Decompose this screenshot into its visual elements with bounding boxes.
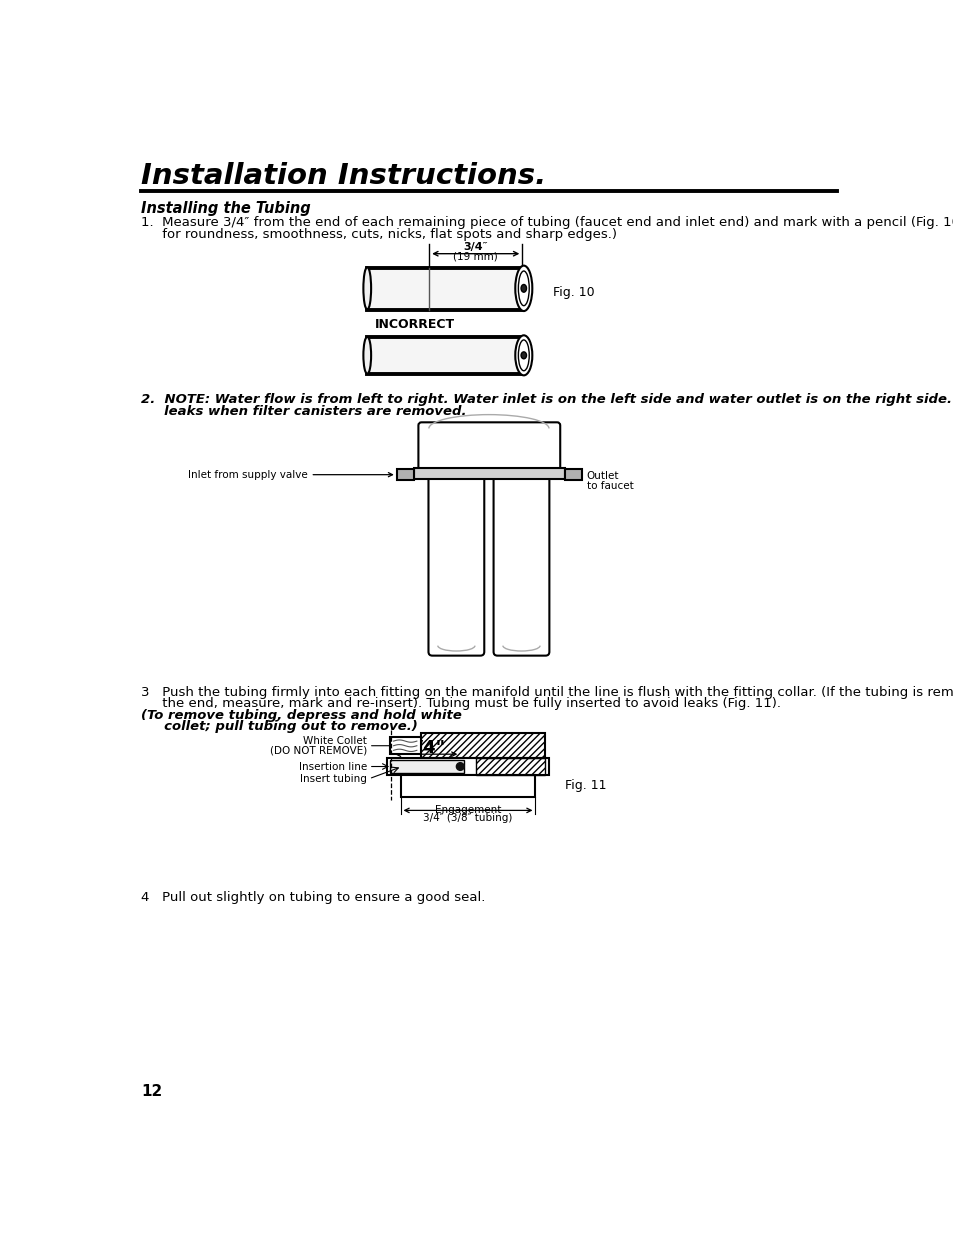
Text: 12: 12: [141, 1084, 162, 1099]
Text: 1.  Measure 3/4″ from the end of each remaining piece of tubing (faucet end and : 1. Measure 3/4″ from the end of each rem…: [141, 216, 953, 228]
Text: (DO NOT REMOVE): (DO NOT REMOVE): [270, 746, 367, 756]
Polygon shape: [421, 425, 557, 468]
Polygon shape: [367, 337, 520, 374]
Ellipse shape: [515, 266, 532, 311]
Bar: [390, 760, 464, 773]
Bar: [400, 776, 535, 797]
Ellipse shape: [520, 352, 526, 359]
Circle shape: [456, 763, 464, 771]
Text: 4   Pull out slightly on tubing to ensure a good seal.: 4 Pull out slightly on tubing to ensure …: [141, 892, 485, 904]
Bar: [390, 737, 421, 755]
Text: 3   Push the tubing firmly into each fitting on the manifold until the line is f: 3 Push the tubing firmly into each fitti…: [141, 685, 953, 699]
Text: collet; pull tubing out to remove.): collet; pull tubing out to remove.): [141, 720, 417, 734]
Text: INCORRECT: INCORRECT: [375, 317, 455, 331]
FancyBboxPatch shape: [493, 474, 549, 656]
Bar: [476, 758, 545, 776]
Ellipse shape: [517, 270, 529, 306]
Text: Fig. 11: Fig. 11: [564, 779, 606, 793]
Text: 3/4″: 3/4″: [463, 242, 488, 252]
Bar: [564, 469, 581, 480]
Text: (19 mm): (19 mm): [453, 252, 497, 262]
Bar: [414, 468, 564, 478]
Ellipse shape: [363, 337, 371, 374]
FancyBboxPatch shape: [418, 422, 559, 471]
Ellipse shape: [520, 284, 526, 293]
Text: Fig. 10: Fig. 10: [553, 285, 595, 299]
Text: (To remove tubing, depress and hold white: (To remove tubing, depress and hold whit…: [141, 709, 461, 721]
Text: Engagement: Engagement: [435, 805, 500, 815]
Text: 3/4": 3/4": [404, 739, 445, 757]
Ellipse shape: [517, 340, 529, 370]
FancyBboxPatch shape: [428, 474, 484, 656]
Ellipse shape: [515, 336, 532, 375]
Text: leaks when filter canisters are removed.: leaks when filter canisters are removed.: [141, 405, 466, 419]
Text: 2.  NOTE: Water flow is from left to right. Water inlet is on the left side and : 2. NOTE: Water flow is from left to righ…: [141, 393, 953, 406]
Bar: [396, 469, 414, 480]
Text: Insertion line: Insertion line: [298, 762, 367, 772]
Text: for roundness, smoothness, cuts, nicks, flat spots and sharp edges.): for roundness, smoothness, cuts, nicks, …: [141, 227, 617, 241]
Text: Insert tubing: Insert tubing: [300, 774, 367, 784]
Text: Outlet: Outlet: [586, 471, 618, 480]
Text: Installation Instructions.: Installation Instructions.: [141, 162, 546, 190]
Polygon shape: [367, 268, 520, 310]
Text: Installing the Tubing: Installing the Tubing: [141, 200, 311, 216]
Text: White Collet: White Collet: [303, 736, 367, 746]
Text: 3/4″ (3/8″ tubing): 3/4″ (3/8″ tubing): [423, 813, 512, 823]
Text: the end, measure, mark and re-insert). Tubing must be fully inserted to avoid le: the end, measure, mark and re-insert). T…: [141, 698, 784, 710]
Text: Inlet from supply valve: Inlet from supply valve: [188, 469, 392, 479]
Bar: [421, 734, 545, 758]
Ellipse shape: [363, 267, 371, 310]
Text: to faucet: to faucet: [586, 480, 633, 490]
Bar: [386, 758, 549, 776]
